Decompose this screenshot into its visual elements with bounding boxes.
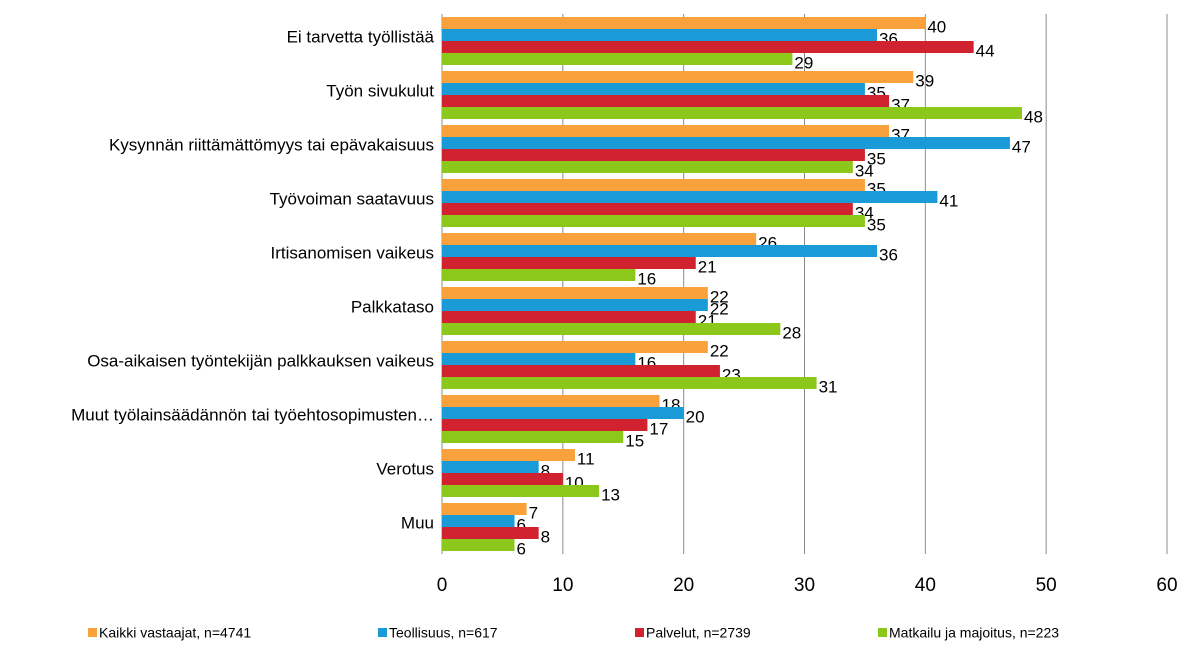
bar bbox=[442, 137, 1010, 149]
data-label: 11 bbox=[577, 449, 595, 468]
data-label: 35 bbox=[867, 149, 886, 168]
bar bbox=[442, 179, 865, 191]
bar bbox=[442, 71, 914, 83]
data-label: 22 bbox=[710, 341, 729, 360]
data-label: 7 bbox=[529, 503, 538, 522]
legend-label: Kaikki vastaajat, n=4741 bbox=[99, 625, 251, 641]
data-label: 40 bbox=[927, 17, 946, 36]
bar bbox=[442, 311, 696, 323]
bar bbox=[442, 539, 515, 551]
bar bbox=[442, 377, 817, 389]
category-label: Osa-aikaisen työntekijän palkkauksen vai… bbox=[87, 351, 434, 370]
data-label: 39 bbox=[915, 71, 934, 90]
bar bbox=[442, 515, 515, 527]
category-label: Kysynnän riittämättömyys tai epävakaisuu… bbox=[109, 135, 434, 154]
category-label: Verotus bbox=[376, 459, 434, 478]
data-label: 44 bbox=[976, 41, 995, 60]
bar bbox=[442, 161, 853, 173]
bar bbox=[442, 215, 865, 227]
data-label: 16 bbox=[637, 269, 656, 288]
legend-swatch bbox=[878, 628, 887, 637]
category-label: Muu bbox=[401, 513, 434, 532]
bar bbox=[442, 353, 636, 365]
legend-swatch bbox=[378, 628, 387, 637]
bar bbox=[442, 449, 575, 461]
bar bbox=[442, 41, 974, 53]
bar bbox=[442, 29, 877, 41]
bar bbox=[442, 125, 890, 137]
data-label: 6 bbox=[517, 515, 526, 534]
category-label: Työn sivukulut bbox=[326, 81, 434, 100]
bar bbox=[442, 419, 648, 431]
bar bbox=[442, 299, 708, 311]
bar bbox=[442, 485, 600, 497]
bar bbox=[442, 431, 624, 443]
bar bbox=[442, 341, 708, 353]
data-label: 8 bbox=[541, 527, 550, 546]
x-tick-label: 0 bbox=[437, 575, 448, 596]
data-label: 29 bbox=[794, 53, 813, 72]
data-label: 41 bbox=[939, 191, 958, 210]
legend-swatch bbox=[88, 628, 97, 637]
data-label: 31 bbox=[819, 377, 838, 396]
bar bbox=[442, 461, 539, 473]
data-label: 35 bbox=[867, 215, 886, 234]
bar bbox=[442, 323, 781, 335]
bar bbox=[442, 527, 539, 539]
category-label: Palkkataso bbox=[351, 297, 434, 316]
data-label: 21 bbox=[698, 257, 717, 276]
bar bbox=[442, 269, 636, 281]
bar bbox=[442, 191, 938, 203]
category-label: Työvoiman saatavuus bbox=[270, 189, 434, 208]
legend-swatch bbox=[635, 628, 644, 637]
category-label: Muut työlainsäädännön tai työehtosopimus… bbox=[71, 405, 434, 424]
x-tick-label: 50 bbox=[1036, 575, 1057, 596]
bar bbox=[442, 17, 926, 29]
legend-label: Matkailu ja majoitus, n=223 bbox=[889, 625, 1059, 641]
bar bbox=[442, 395, 660, 407]
legend-label: Teollisuus, n=617 bbox=[389, 625, 498, 641]
x-tick-label: 60 bbox=[1156, 575, 1177, 596]
bar bbox=[442, 233, 757, 245]
bar bbox=[442, 473, 563, 485]
x-tick-label: 20 bbox=[673, 575, 694, 596]
bar bbox=[442, 503, 527, 515]
data-label: 8 bbox=[541, 461, 550, 480]
data-label: 13 bbox=[601, 485, 620, 504]
data-label: 22 bbox=[710, 299, 729, 318]
bar bbox=[442, 407, 684, 419]
data-label: 48 bbox=[1024, 107, 1043, 126]
bar bbox=[442, 203, 853, 215]
bar bbox=[442, 107, 1022, 119]
bar bbox=[442, 53, 793, 65]
data-label: 47 bbox=[1012, 137, 1031, 156]
category-label: Irtisanomisen vaikeus bbox=[271, 243, 434, 262]
x-tick-label: 40 bbox=[915, 575, 936, 596]
data-label: 15 bbox=[625, 431, 644, 450]
data-label: 34 bbox=[855, 161, 874, 180]
bar bbox=[442, 245, 877, 257]
x-tick-label: 10 bbox=[552, 575, 573, 596]
bar bbox=[442, 365, 720, 377]
legend-label: Palvelut, n=2739 bbox=[646, 625, 751, 641]
bar bbox=[442, 257, 696, 269]
data-label: 36 bbox=[879, 245, 898, 264]
bar bbox=[442, 149, 865, 161]
data-label: 17 bbox=[649, 419, 668, 438]
data-label: 28 bbox=[782, 323, 801, 342]
bar bbox=[442, 287, 708, 299]
data-label: 22 bbox=[710, 287, 729, 306]
bar bbox=[442, 95, 890, 107]
bar bbox=[442, 83, 865, 95]
category-label: Ei tarvetta työllistää bbox=[287, 27, 435, 46]
x-tick-label: 30 bbox=[794, 575, 815, 596]
data-label: 6 bbox=[517, 539, 526, 558]
data-label: 20 bbox=[686, 407, 705, 426]
